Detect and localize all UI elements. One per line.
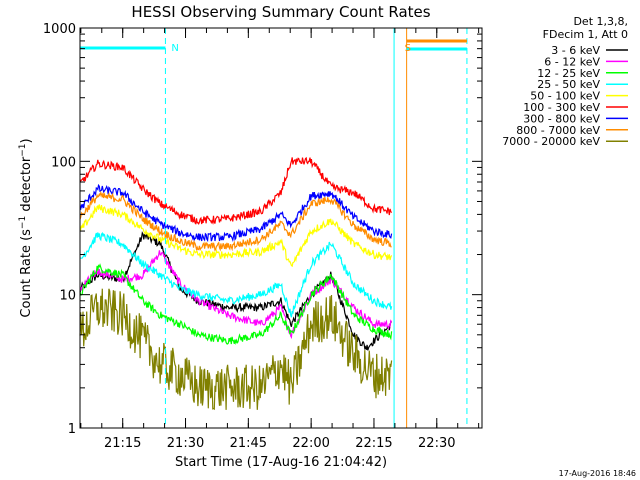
series-line-4	[79, 231, 393, 318]
series-layer	[79, 156, 393, 411]
legend-header-1: Det 1,3,8,	[573, 15, 628, 28]
x-tick-label-1: 21:15	[104, 436, 141, 451]
legend-label-2: 6 - 12 keV	[544, 55, 600, 68]
x-tick-label-4: 22:00	[292, 436, 329, 451]
x-tick-label-2: 21:30	[167, 436, 204, 451]
legend-label-4: 25 - 50 keV	[537, 78, 600, 91]
legend-label-9: 7000 - 20000 keV	[502, 135, 600, 148]
legend-label-8: 800 - 7000 keV	[516, 124, 600, 137]
plot-frame	[79, 27, 483, 429]
series-line-1	[79, 231, 392, 351]
legend-label-1: 3 - 6 keV	[551, 44, 600, 57]
series-line-7	[79, 183, 393, 243]
series-line-8	[79, 190, 392, 252]
legend-label-3: 12 - 25 keV	[537, 67, 600, 80]
series-line-5	[79, 204, 393, 268]
series-line-6	[79, 156, 393, 226]
chart-title: HESSI Observing Summary Count Rates	[131, 3, 430, 21]
series-line-3	[79, 263, 393, 346]
y-tick-label-3: 100	[51, 155, 76, 170]
x-tick-label-3: 21:45	[230, 436, 267, 451]
x-tick-label-6: 22:30	[418, 436, 455, 451]
series-line-9	[79, 288, 393, 411]
generation-timestamp: 17-Aug-2016 18:46	[559, 469, 636, 478]
legend-label-5: 50 - 100 keV	[530, 90, 600, 103]
legend-header-2: FDecim 1, Att 0	[543, 28, 628, 41]
marker-label-S: S	[405, 43, 411, 54]
series-line-2	[79, 250, 393, 340]
axis-layer: 1 10 100 1000 21:15 21:30 21:45 22:00 22:15 22:30	[43, 22, 482, 451]
y-tick-label-2: 10	[59, 289, 76, 304]
legend-label-6: 100 - 300 keV	[523, 101, 600, 114]
y-tick-label-1: 1	[68, 422, 76, 437]
legend-label-7: 300 - 800 keV	[523, 112, 600, 125]
marker-label-N: N	[171, 43, 178, 54]
x-axis-label: Start Time (17-Aug-16 21:04:42)	[175, 455, 387, 470]
y-tick-label-4: 1000	[43, 22, 76, 37]
y-axis-label: Count Rate (s−1 detector−1)	[18, 138, 34, 317]
x-tick-label-5: 22:15	[355, 436, 392, 451]
